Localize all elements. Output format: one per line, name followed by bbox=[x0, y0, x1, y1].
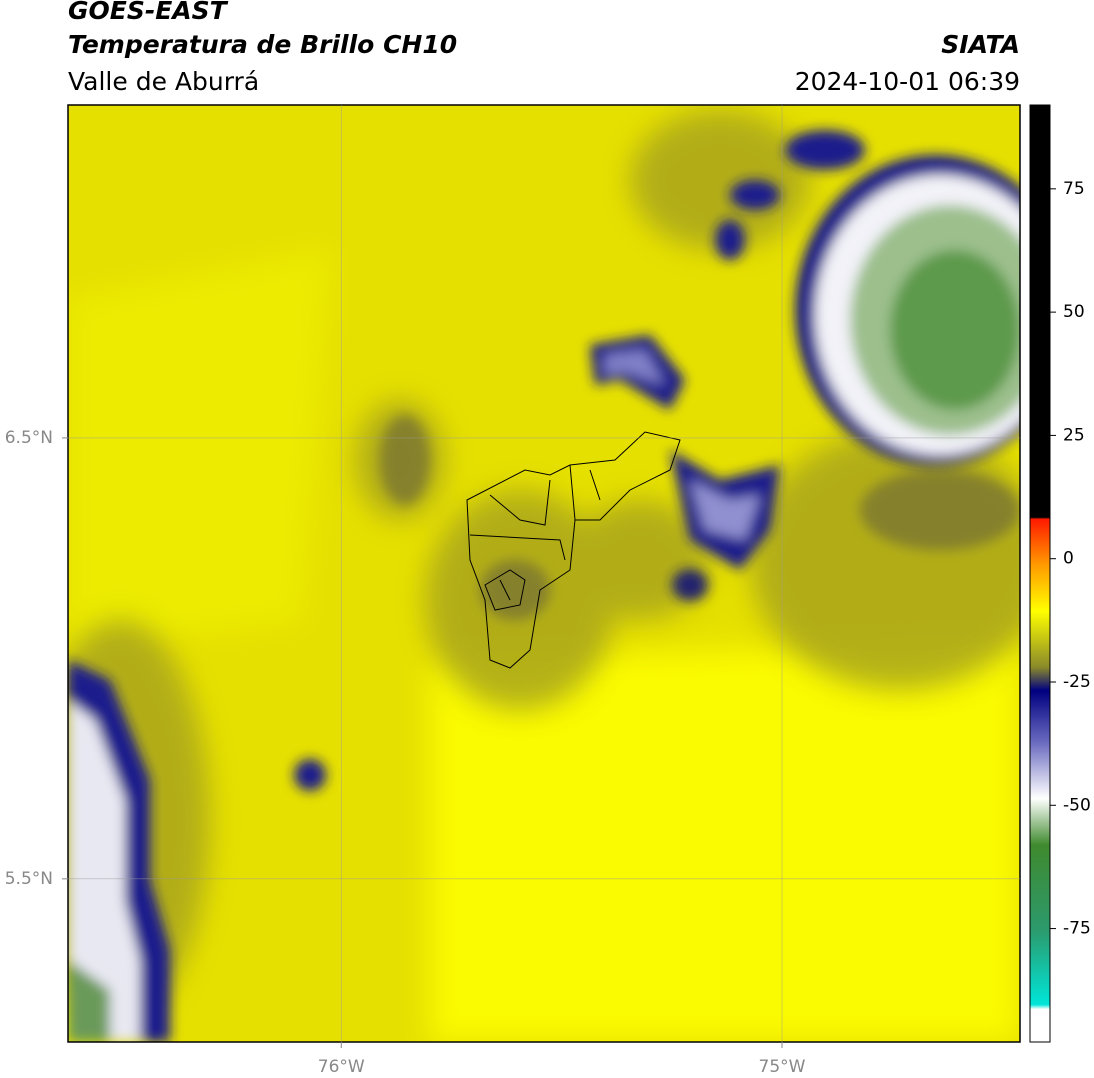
y-tick-label: 5.5°N bbox=[5, 869, 53, 889]
colorbar-tick-label: 25 bbox=[1063, 425, 1085, 445]
region: Valle de Aburrá bbox=[68, 67, 259, 96]
source: SIATA bbox=[941, 30, 1020, 59]
colorbar-tick-label: 75 bbox=[1063, 179, 1085, 199]
y-tick-label: 6.5°N bbox=[5, 428, 53, 448]
colorbar-tick-label: -50 bbox=[1063, 795, 1091, 815]
colorbar-tick-label: 0 bbox=[1063, 549, 1074, 569]
subtitle: Temperatura de Brillo CH10 bbox=[68, 30, 457, 59]
map-frame bbox=[67, 104, 1021, 1043]
title: GOES-EAST bbox=[68, 0, 229, 25]
colorbar bbox=[1029, 104, 1051, 1043]
map-image bbox=[68, 105, 1020, 1042]
colorbar-tick-label: -25 bbox=[1063, 672, 1091, 692]
datetime: 2024-10-01 06:39 bbox=[795, 67, 1020, 96]
colorbar-tick-label: -75 bbox=[1063, 919, 1091, 939]
x-tick-label: 75°W bbox=[759, 1057, 806, 1077]
municipal-boundaries bbox=[466, 431, 681, 669]
x-tick-label: 76°W bbox=[318, 1057, 365, 1077]
colorbar-tick-label: 50 bbox=[1063, 302, 1085, 322]
